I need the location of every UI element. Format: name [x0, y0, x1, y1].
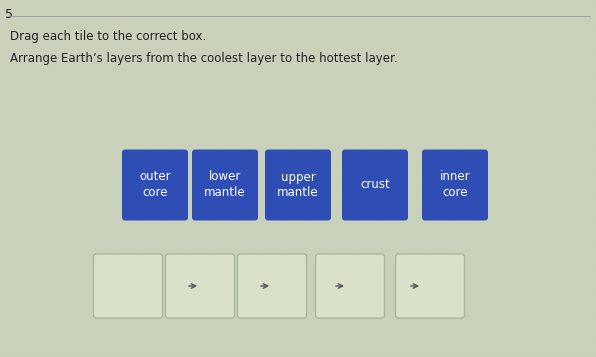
FancyBboxPatch shape: [396, 254, 464, 318]
FancyBboxPatch shape: [315, 254, 384, 318]
Text: upper
mantle: upper mantle: [277, 171, 319, 200]
FancyBboxPatch shape: [342, 150, 408, 221]
Text: Arrange Earth’s layers from the coolest layer to the hottest layer.: Arrange Earth’s layers from the coolest …: [10, 52, 398, 65]
Text: lower
mantle: lower mantle: [204, 171, 246, 200]
Text: crust: crust: [360, 178, 390, 191]
FancyBboxPatch shape: [122, 150, 188, 221]
FancyBboxPatch shape: [94, 254, 163, 318]
Text: outer
core: outer core: [139, 171, 171, 200]
FancyBboxPatch shape: [192, 150, 258, 221]
FancyBboxPatch shape: [237, 254, 306, 318]
Text: 5: 5: [5, 8, 13, 21]
FancyBboxPatch shape: [422, 150, 488, 221]
Text: Drag each tile to the correct box.: Drag each tile to the correct box.: [10, 30, 206, 43]
Text: inner
core: inner core: [440, 171, 470, 200]
FancyBboxPatch shape: [166, 254, 234, 318]
FancyBboxPatch shape: [265, 150, 331, 221]
